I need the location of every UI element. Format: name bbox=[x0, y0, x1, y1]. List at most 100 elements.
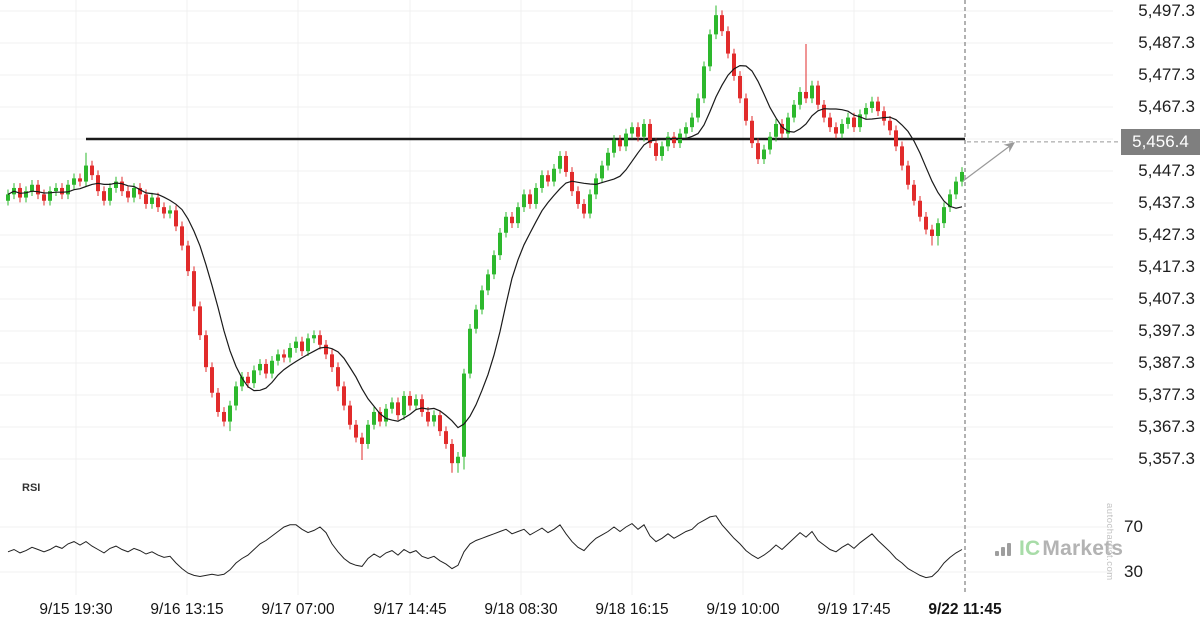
candle bbox=[690, 112, 694, 132]
candle bbox=[960, 167, 964, 187]
candle bbox=[156, 192, 160, 212]
y-axis-label: 5,447.3 bbox=[1138, 161, 1195, 180]
candle bbox=[72, 173, 76, 190]
candle bbox=[174, 205, 178, 232]
candle bbox=[180, 221, 184, 251]
candle bbox=[414, 394, 418, 411]
candle bbox=[864, 103, 868, 120]
autochartist-watermark: autochartist.com bbox=[1104, 503, 1115, 581]
candle bbox=[366, 419, 370, 449]
candle bbox=[474, 304, 478, 334]
candle bbox=[840, 119, 844, 139]
x-axis-label: 9/17 07:00 bbox=[261, 601, 335, 618]
candle bbox=[630, 122, 634, 139]
candle bbox=[330, 349, 334, 372]
rsi-label: RSI bbox=[22, 482, 41, 494]
candles-layer bbox=[6, 5, 964, 473]
y-axis-label: 5,427.3 bbox=[1138, 225, 1195, 244]
candle bbox=[198, 301, 202, 340]
candle bbox=[90, 160, 94, 180]
candle bbox=[42, 189, 46, 206]
candle bbox=[138, 183, 142, 200]
candle bbox=[702, 61, 706, 104]
candle bbox=[438, 410, 442, 436]
y-axis-label: 5,467.3 bbox=[1138, 97, 1195, 116]
candle bbox=[444, 426, 448, 449]
candle bbox=[636, 122, 640, 142]
candle bbox=[420, 394, 424, 417]
candle bbox=[804, 43, 808, 104]
candle bbox=[84, 152, 88, 187]
y-axis-label: 5,407.3 bbox=[1138, 289, 1195, 308]
candle bbox=[894, 125, 898, 152]
candle bbox=[780, 119, 784, 139]
candle bbox=[600, 160, 604, 184]
candle bbox=[708, 29, 712, 72]
candle bbox=[594, 173, 598, 200]
x-axis-label: 9/19 10:00 bbox=[706, 601, 780, 618]
candle bbox=[6, 189, 10, 206]
candle bbox=[360, 432, 364, 460]
candle bbox=[432, 410, 436, 427]
candle bbox=[546, 170, 550, 187]
candle bbox=[318, 330, 322, 350]
candle bbox=[336, 362, 340, 392]
candle bbox=[696, 93, 700, 123]
candle bbox=[582, 199, 586, 219]
x-axis-label: 9/17 14:45 bbox=[373, 601, 447, 618]
candle bbox=[606, 147, 610, 171]
candle bbox=[954, 176, 958, 200]
candle bbox=[378, 407, 382, 427]
candle bbox=[654, 138, 658, 161]
candle bbox=[534, 183, 538, 209]
candle bbox=[480, 285, 484, 315]
rsi-line bbox=[7, 515, 963, 579]
x-axis-label: 9/15 19:30 bbox=[39, 601, 113, 618]
y-axis-label: 5,487.3 bbox=[1138, 33, 1195, 52]
candle bbox=[612, 135, 616, 158]
icmarkets-bars-icon bbox=[995, 542, 1013, 556]
current-price-tag: 5,456.4 bbox=[1121, 129, 1200, 155]
guide-lines bbox=[962, 0, 1121, 595]
candle bbox=[798, 87, 802, 110]
candle bbox=[150, 192, 154, 209]
candle bbox=[354, 419, 358, 443]
candle bbox=[222, 407, 226, 427]
candle bbox=[900, 141, 904, 171]
candle bbox=[462, 368, 466, 470]
candle bbox=[240, 371, 244, 392]
candle bbox=[852, 112, 856, 132]
candle bbox=[756, 138, 760, 164]
candle bbox=[498, 227, 502, 260]
candle bbox=[738, 71, 742, 104]
candle bbox=[648, 119, 652, 148]
candle bbox=[486, 269, 490, 296]
candle bbox=[126, 186, 130, 203]
candle bbox=[294, 336, 298, 353]
y-axis-label: 5,367.3 bbox=[1138, 417, 1195, 436]
candle bbox=[30, 179, 34, 196]
icmarkets-markets-text: Markets bbox=[1042, 537, 1124, 560]
x-axis-label: 9/16 13:15 bbox=[150, 601, 224, 618]
candle bbox=[504, 211, 508, 238]
candle bbox=[822, 99, 826, 123]
candle bbox=[558, 151, 562, 174]
candle bbox=[936, 218, 940, 246]
candle bbox=[918, 195, 922, 222]
candle bbox=[888, 115, 892, 136]
candle bbox=[348, 400, 352, 430]
candle bbox=[816, 80, 820, 110]
candle bbox=[468, 323, 472, 379]
x-axis-label: 9/19 17:45 bbox=[817, 601, 891, 618]
candle bbox=[618, 135, 622, 152]
candle bbox=[456, 451, 460, 473]
candle bbox=[324, 339, 328, 360]
rsi-tick-label: 30 bbox=[1124, 562, 1143, 581]
candle bbox=[228, 400, 232, 432]
candle bbox=[234, 381, 238, 411]
candle bbox=[660, 141, 664, 161]
candle bbox=[912, 179, 916, 206]
candle bbox=[624, 128, 628, 152]
candle bbox=[828, 112, 832, 132]
